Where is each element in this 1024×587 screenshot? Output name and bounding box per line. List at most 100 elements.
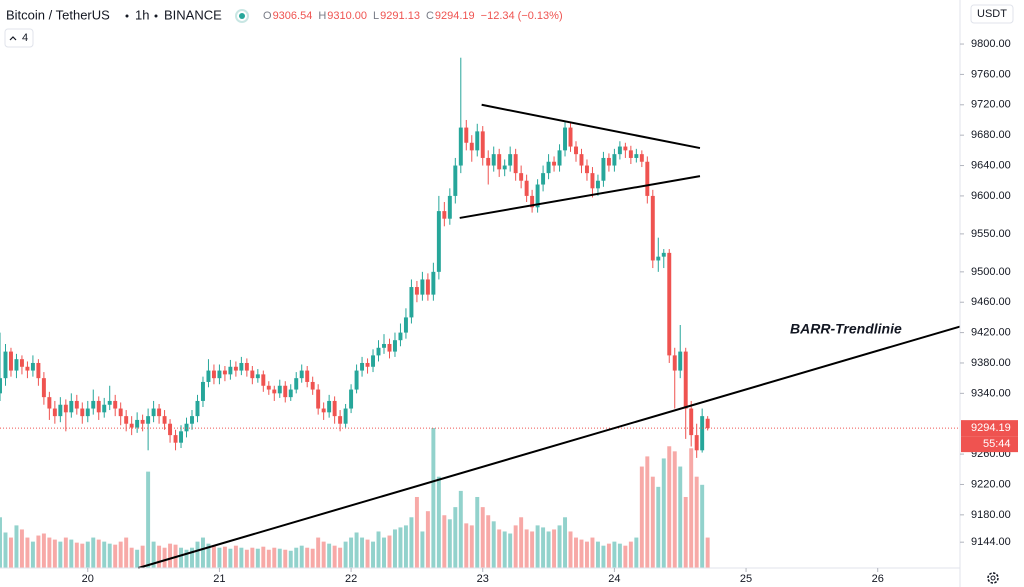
volume-bar: [277, 548, 282, 568]
candle-body: [700, 416, 705, 451]
y-tick-label: 9640.00: [971, 159, 1011, 171]
candle-body: [206, 370, 211, 382]
candle-body: [568, 127, 573, 147]
volume-bar: [535, 525, 540, 568]
candle-body: [590, 173, 595, 189]
y-tick-label: 9220.00: [971, 478, 1011, 490]
candle-body: [519, 173, 524, 181]
volume-bar: [250, 547, 255, 568]
volume-bar: [190, 547, 194, 568]
volume-bar: [52, 539, 57, 568]
volume-bar: [30, 541, 35, 568]
volume-bar: [568, 531, 573, 568]
candle-body: [107, 400, 112, 405]
y-tick-label: 9800.00: [971, 38, 1011, 50]
y-tick-label: 9500.00: [971, 266, 1011, 278]
volume-bar: [14, 525, 19, 568]
volume-bar: [645, 456, 650, 568]
volume-bar: [211, 545, 216, 568]
volume-bar: [447, 519, 452, 568]
candle-body: [628, 150, 633, 158]
candle-body: [639, 154, 644, 162]
volume-bar: [579, 539, 584, 568]
volume-bar: [80, 543, 85, 568]
candle-body: [469, 142, 474, 151]
y-tick-label: 9550.00: [971, 228, 1011, 240]
candle-body: [436, 211, 441, 272]
candle-body: [584, 165, 589, 174]
volume-bar: [162, 547, 167, 568]
volume-bar: [524, 529, 529, 568]
candle-body: [228, 366, 233, 375]
candle-body: [563, 127, 568, 151]
trendline: [481, 103, 701, 150]
candle-body: [486, 157, 491, 166]
volume-bar: [41, 533, 46, 568]
volume-bar: [135, 549, 140, 568]
candle-body: [606, 157, 611, 166]
x-tick-label: 26: [872, 573, 884, 585]
volume-bar: [546, 531, 551, 568]
candle-body: [283, 385, 288, 398]
volume-bar: [124, 537, 129, 568]
volume-bar: [436, 476, 441, 568]
candle-body: [255, 374, 260, 379]
settings-icon[interactable]: [987, 572, 999, 584]
volume-bar: [310, 548, 315, 568]
candle-body: [650, 195, 655, 261]
volume-bar: [113, 544, 118, 568]
currency-box[interactable]: [970, 4, 1014, 24]
candle-body: [239, 362, 244, 371]
volume-bar: [255, 548, 260, 568]
volume-bar: [102, 541, 107, 568]
indicators-toggle[interactable]: [4, 28, 34, 48]
candle-body: [310, 381, 315, 390]
candle-body: [617, 146, 622, 155]
volume-bar: [475, 496, 480, 568]
plot-area: [0, 57, 961, 569]
ohlc-key: L: [373, 10, 379, 22]
volume-bar: [316, 537, 321, 568]
separator: [125, 14, 129, 18]
volume-bar: [403, 525, 408, 568]
candle-body: [497, 154, 502, 170]
volume-bar: [96, 539, 101, 568]
candle-body: [513, 154, 518, 174]
y-tick-label: 9760.00: [971, 68, 1011, 80]
volume-bar: [299, 545, 304, 568]
status-icon[interactable]: [235, 9, 249, 23]
candle-body: [233, 366, 238, 371]
volume-bar: [480, 507, 485, 568]
candle-body: [557, 150, 562, 166]
candle-body: [190, 416, 194, 424]
candle-body: [195, 400, 200, 417]
candle-body: [135, 419, 140, 428]
candle-body: [266, 385, 271, 390]
volume-bar: [683, 496, 688, 568]
volume-bar: [58, 541, 63, 568]
ohlc-key: H: [318, 10, 326, 22]
volume-bar: [420, 531, 425, 568]
ohlc-value: 9291.13: [380, 10, 420, 22]
volume-bar: [639, 466, 644, 568]
volume-bar: [694, 476, 699, 568]
candle-body: [3, 351, 8, 379]
candle-body: [382, 343, 386, 348]
volume-bar: [705, 537, 710, 568]
volume-bar: [8, 537, 13, 568]
volume-bar: [387, 535, 392, 568]
interval: 1h: [135, 7, 149, 22]
candle-body: [453, 165, 458, 196]
candle-body: [414, 287, 419, 295]
y-tick-label: 9720.00: [971, 99, 1011, 111]
volume-bar: [343, 541, 348, 568]
volume-bar: [502, 531, 507, 568]
candle-body: [41, 378, 46, 398]
candle-body: [661, 252, 666, 257]
candle-body: [118, 408, 123, 417]
candle-body: [179, 431, 184, 443]
candle-body: [173, 435, 178, 443]
volume-bar: [129, 547, 134, 568]
currency: USDT: [977, 8, 1007, 20]
volume-bar: [349, 537, 354, 568]
